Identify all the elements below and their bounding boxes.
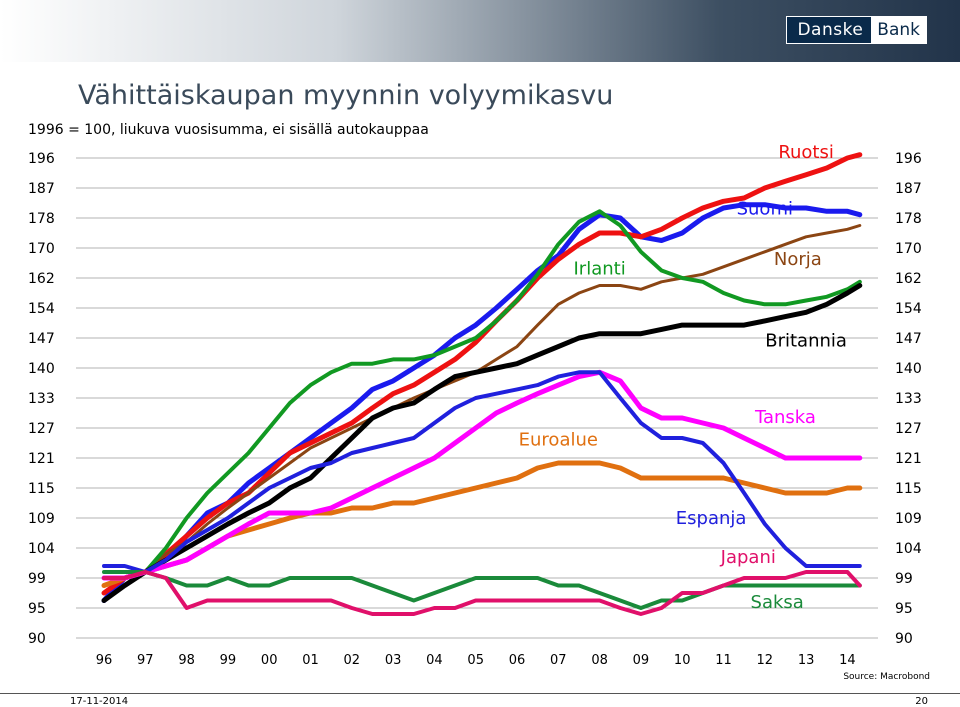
y-tick-label-left: 162 xyxy=(28,271,55,287)
y-tick-label-left: 196 xyxy=(28,151,55,167)
chart-title: Vähittäiskaupan myynnin volyymikasvu xyxy=(78,80,614,111)
x-tick-label: 97 xyxy=(137,653,154,668)
series-line-japani xyxy=(102,570,862,616)
y-tick-label-left: 170 xyxy=(28,241,55,257)
x-tick-label: 03 xyxy=(385,653,402,668)
x-tick-label: 01 xyxy=(302,653,319,668)
series-label-irlanti: Irlanti xyxy=(573,258,625,279)
series-label-norja: Norja xyxy=(774,249,822,270)
danske-bank-logo: Danske Bank xyxy=(786,16,927,44)
x-tick-label: 06 xyxy=(509,653,526,668)
series-label-japani: Japani xyxy=(720,547,776,568)
x-tick-label: 99 xyxy=(220,653,237,668)
series-line-norja xyxy=(102,224,862,587)
brand-left: Danske xyxy=(787,17,872,43)
y-tick-label-right: 115 xyxy=(895,481,922,497)
top-banner: Danske Bank xyxy=(0,0,960,62)
series-label-euroalue: Euroalue xyxy=(519,430,598,451)
series-line-tanska xyxy=(101,369,863,581)
x-tick-label: 05 xyxy=(467,653,484,668)
x-tick-label: 02 xyxy=(344,653,361,668)
series-label-suomi: Suomi xyxy=(737,199,793,220)
series-line-britannia xyxy=(101,283,863,603)
series-label-tanska: Tanska xyxy=(754,407,816,428)
series-label-ruotsi: Ruotsi xyxy=(778,142,834,163)
y-tick-label-right: 196 xyxy=(895,151,922,167)
line-chart: 196 196 187 187 178 178 170 170 162 162 154 154 147 1… xyxy=(28,142,922,668)
y-tick-label-right: 170 xyxy=(895,241,922,257)
y-tick-label-right: 154 xyxy=(895,301,922,317)
y-tick-label-left: 99 xyxy=(28,571,46,587)
x-tick-label: 12 xyxy=(757,653,774,668)
x-tick-label: 10 xyxy=(674,653,691,668)
y-tick-label-right: 109 xyxy=(895,511,922,527)
source-note: Source: Macrobond xyxy=(843,672,930,682)
y-tick-label-left: 109 xyxy=(28,511,55,527)
x-tick-label: 98 xyxy=(178,653,195,668)
x-tick-label: 96 xyxy=(96,653,113,668)
page-number: 20 xyxy=(915,696,928,707)
x-tick-label: 08 xyxy=(591,653,608,668)
x-tick-label: 09 xyxy=(633,653,650,668)
y-tick-label-left: 127 xyxy=(28,421,55,437)
series-line-irlanti xyxy=(102,209,862,603)
y-tick-label-right: 90 xyxy=(895,631,913,647)
y-tick-label-left: 90 xyxy=(28,631,46,647)
y-tick-label-left: 178 xyxy=(28,211,55,227)
brand-right: Bank xyxy=(871,17,926,43)
y-tick-label-left: 187 xyxy=(28,181,55,197)
y-tick-label-left: 147 xyxy=(28,331,55,347)
y-tick-label-left: 95 xyxy=(28,601,46,617)
series-label-saksa: Saksa xyxy=(751,592,804,613)
y-tick-label-left: 115 xyxy=(28,481,55,497)
y-tick-label-right: 178 xyxy=(895,211,922,227)
footer-divider xyxy=(0,693,960,694)
y-tick-label-right: 140 xyxy=(895,361,922,377)
y-tick-label-right: 99 xyxy=(895,571,913,587)
x-tick-label: 11 xyxy=(715,653,732,668)
series-line-saksa xyxy=(102,570,862,610)
y-tick-label-right: 187 xyxy=(895,181,922,197)
y-tick-label-right: 127 xyxy=(895,421,922,437)
y-tick-label-left: 133 xyxy=(28,391,55,407)
y-tick-label-left: 104 xyxy=(28,541,55,557)
x-tick-label: 14 xyxy=(839,653,856,668)
y-tick-label-right: 104 xyxy=(895,541,922,557)
x-tick-label: 13 xyxy=(798,653,815,668)
y-tick-label-right: 121 xyxy=(895,451,922,467)
y-tick-label-left: 121 xyxy=(28,451,55,467)
x-tick-label: 00 xyxy=(261,653,278,668)
x-tick-label: 04 xyxy=(426,653,443,668)
x-tick-label: 07 xyxy=(550,653,567,668)
series-label-britannia: Britannia xyxy=(765,331,847,352)
footer-date: 17-11-2014 xyxy=(70,696,129,707)
y-tick-label-right: 162 xyxy=(895,271,922,287)
y-tick-label-right: 147 xyxy=(895,331,922,347)
series-line-espanja xyxy=(102,370,862,574)
chart-subtitle: 1996 = 100, liukuva vuosisumma, ei sisäl… xyxy=(28,122,429,138)
y-tick-label-right: 95 xyxy=(895,601,913,617)
y-tick-label-left: 140 xyxy=(28,361,55,377)
series-label-espanja: Espanja xyxy=(676,508,747,529)
y-tick-label-right: 133 xyxy=(895,391,922,407)
y-tick-label-left: 154 xyxy=(28,301,55,317)
